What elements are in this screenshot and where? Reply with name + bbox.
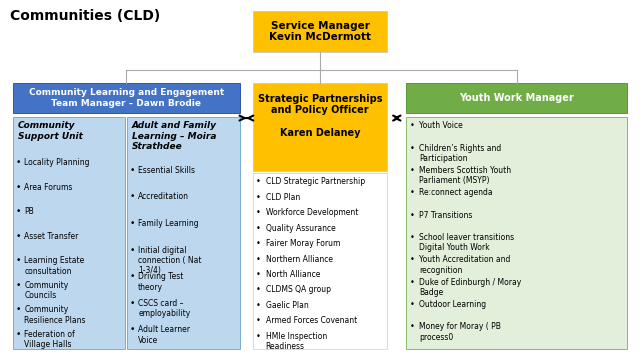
Text: Fairer Moray Forum: Fairer Moray Forum [266, 239, 340, 248]
FancyBboxPatch shape [127, 117, 240, 349]
Text: •: • [129, 299, 134, 308]
Text: •: • [256, 332, 261, 341]
Text: •: • [15, 232, 20, 241]
Text: •: • [410, 188, 415, 197]
Text: Locality Planning: Locality Planning [24, 158, 90, 167]
Text: P7 Transitions: P7 Transitions [419, 211, 472, 220]
Text: •: • [410, 144, 415, 153]
Text: CLD Plan: CLD Plan [266, 193, 300, 202]
Text: Service Manager
Kevin McDermott: Service Manager Kevin McDermott [269, 21, 371, 42]
Text: Youth Voice: Youth Voice [419, 121, 463, 130]
Text: Children’s Rights and
Participation: Children’s Rights and Participation [419, 144, 502, 163]
Text: •: • [256, 285, 261, 294]
Text: Youth Accreditation and
recognition: Youth Accreditation and recognition [419, 255, 511, 275]
Text: •: • [410, 121, 415, 130]
Text: Community Learning and Engagement
Team Manager – Dawn Brodie: Community Learning and Engagement Team M… [29, 89, 224, 108]
Text: Asset Transfer: Asset Transfer [24, 232, 79, 241]
Text: CLD Strategic Partnership: CLD Strategic Partnership [266, 177, 365, 186]
Text: •: • [15, 183, 20, 192]
Text: •: • [256, 239, 261, 248]
FancyBboxPatch shape [13, 83, 240, 113]
Text: Money for Moray ( PB
process0: Money for Moray ( PB process0 [419, 322, 501, 342]
Text: •: • [256, 316, 261, 325]
Text: Area Forums: Area Forums [24, 183, 73, 192]
Text: •: • [256, 208, 261, 217]
Text: •: • [256, 301, 261, 310]
Text: •: • [15, 330, 20, 339]
Text: •: • [410, 211, 415, 220]
Text: •: • [129, 219, 134, 228]
Text: Initial digital
connection ( Nat
1-3/4): Initial digital connection ( Nat 1-3/4) [138, 246, 202, 275]
Text: •: • [129, 272, 134, 281]
Text: Community
Councils: Community Councils [24, 281, 68, 300]
Text: •: • [410, 278, 415, 287]
Text: Communities (CLD): Communities (CLD) [10, 9, 160, 23]
Text: •: • [410, 322, 415, 331]
Text: •: • [410, 166, 415, 175]
Text: Workforce Development: Workforce Development [266, 208, 358, 217]
Text: Duke of Edinburgh / Moray
Badge: Duke of Edinburgh / Moray Badge [419, 278, 522, 297]
FancyBboxPatch shape [13, 117, 125, 349]
Text: Accreditation: Accreditation [138, 192, 189, 201]
Text: •: • [129, 325, 134, 334]
Text: HMIe Inspection
Readiness: HMIe Inspection Readiness [266, 332, 327, 351]
Text: Youth Work Manager: Youth Work Manager [460, 93, 574, 103]
Text: •: • [410, 255, 415, 264]
Text: •: • [410, 233, 415, 242]
Text: CSCS card –
employability: CSCS card – employability [138, 299, 191, 318]
Text: School leaver transitions
Digital Youth Work: School leaver transitions Digital Youth … [419, 233, 515, 252]
Text: Strategic Partnerships
and Policy Officer

Karen Delaney: Strategic Partnerships and Policy Office… [258, 94, 382, 138]
FancyBboxPatch shape [253, 11, 387, 52]
Text: •: • [256, 177, 261, 186]
FancyBboxPatch shape [406, 117, 627, 349]
Text: •: • [256, 193, 261, 202]
Text: Driving Test
theory: Driving Test theory [138, 272, 184, 292]
Text: Northern Alliance: Northern Alliance [266, 255, 333, 264]
Text: Outdoor Learning: Outdoor Learning [419, 300, 486, 309]
Text: Adult and Family
Learning – Moira
Strathdee: Adult and Family Learning – Moira Strath… [132, 121, 217, 151]
Text: Members Scottish Youth
Parliament (MSYP): Members Scottish Youth Parliament (MSYP) [419, 166, 511, 185]
FancyBboxPatch shape [406, 83, 627, 113]
Text: •: • [15, 305, 20, 314]
Text: •: • [129, 246, 134, 255]
Text: •: • [129, 192, 134, 201]
Text: Re:connect agenda: Re:connect agenda [419, 188, 493, 197]
Text: •: • [129, 166, 134, 175]
Text: •: • [256, 270, 261, 279]
Text: Family Learning: Family Learning [138, 219, 199, 228]
Text: •: • [15, 281, 20, 290]
Text: Quality Assurance: Quality Assurance [266, 224, 335, 233]
Text: •: • [410, 300, 415, 309]
Text: •: • [15, 256, 20, 265]
Text: Adult Learner
Voice: Adult Learner Voice [138, 325, 190, 345]
Text: •: • [256, 224, 261, 233]
Text: Community
Support Unit: Community Support Unit [18, 121, 83, 141]
Text: Essential Skills: Essential Skills [138, 166, 195, 175]
FancyBboxPatch shape [253, 173, 387, 349]
Text: CLDMS QA group: CLDMS QA group [266, 285, 331, 294]
Text: Learning Estate
consultation: Learning Estate consultation [24, 256, 84, 276]
Text: Armed Forces Covenant: Armed Forces Covenant [266, 316, 357, 325]
Text: •: • [15, 207, 20, 216]
FancyBboxPatch shape [253, 83, 387, 171]
Text: Gaelic Plan: Gaelic Plan [266, 301, 308, 310]
Text: Federation of
Village Halls: Federation of Village Halls [24, 330, 75, 349]
Text: PB: PB [24, 207, 34, 216]
Text: Community
Resilience Plans: Community Resilience Plans [24, 305, 86, 325]
Text: •: • [15, 158, 20, 167]
Text: •: • [256, 255, 261, 264]
Text: North Alliance: North Alliance [266, 270, 320, 279]
